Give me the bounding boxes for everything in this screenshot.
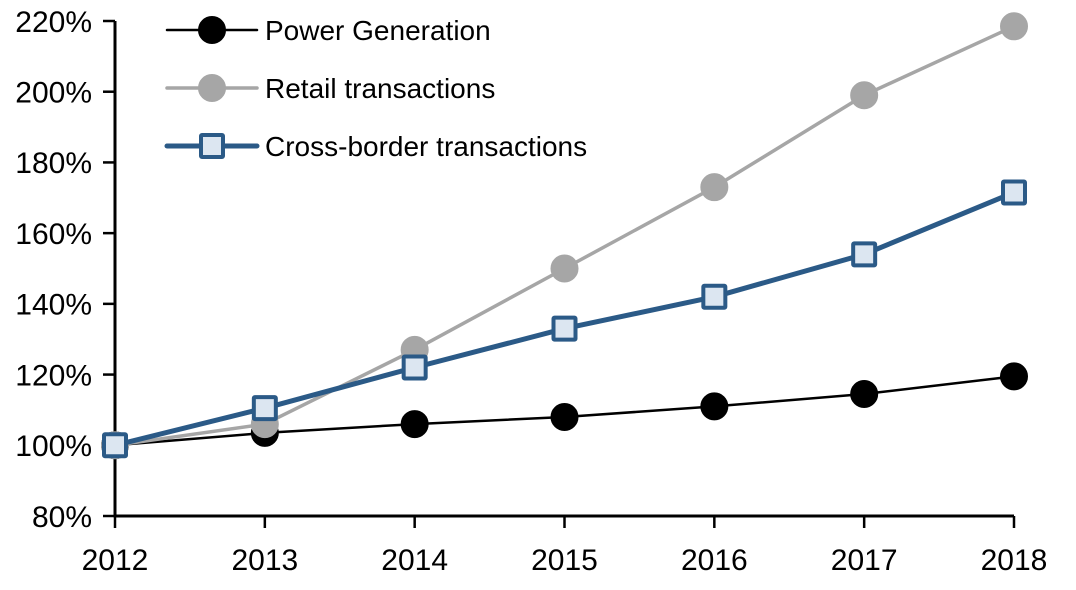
x-axis-tick-label: 2015 — [531, 544, 598, 577]
x-axis-tick-label: 2013 — [231, 544, 298, 577]
y-axis-tick-label: 200% — [15, 77, 92, 110]
x-axis-tick-label: 2012 — [82, 544, 149, 577]
data-point-marker — [400, 410, 429, 439]
data-point-marker — [851, 241, 878, 268]
data-point-marker — [850, 81, 879, 110]
axes: 80% 100% 120% 140% 160% 180% 200% 220% 2012 2013 2… — [15, 6, 1047, 577]
data-point-marker — [700, 173, 729, 202]
data-point-marker — [1000, 12, 1028, 41]
x-axis-tick-label: 2016 — [681, 544, 748, 577]
data-point-marker — [251, 395, 278, 422]
data-point-marker — [850, 380, 879, 409]
legend-item: Power Generation — [165, 15, 491, 46]
x-axis-tick-label: 2018 — [981, 544, 1048, 577]
data-point-marker — [700, 392, 729, 421]
legend-marker — [198, 16, 226, 44]
y-axis-tick-label: 160% — [15, 218, 92, 251]
y-axis-tick-label: 80% — [32, 501, 92, 534]
data-point-marker — [551, 315, 578, 342]
series-cross-border-transactions — [102, 179, 1027, 459]
legend-marker — [198, 74, 226, 102]
data-point-marker — [550, 403, 579, 431]
x-axis-tick-label: 2014 — [381, 544, 448, 577]
series-power-generation — [101, 362, 1028, 460]
data-point-marker — [550, 254, 579, 283]
data-point-marker — [102, 432, 128, 459]
x-axis-tick-label: 2017 — [831, 544, 898, 577]
data-point-marker — [1000, 362, 1028, 391]
legend-item: Cross-border transactions — [164, 131, 587, 162]
data-point-marker — [401, 354, 428, 381]
legend: Power Generation Retail transactions Cross… — [164, 15, 587, 162]
legend-label: Cross-border transactions — [265, 131, 587, 162]
y-axis-tick-label: 180% — [15, 147, 92, 180]
legend-marker — [199, 133, 225, 159]
y-axis-tick-label: 220% — [15, 6, 92, 39]
legend-label: Retail transactions — [265, 73, 495, 104]
data-point-marker — [701, 283, 728, 310]
y-axis-tick-label: 120% — [15, 359, 92, 392]
y-axis-tick-label: 100% — [15, 430, 92, 463]
legend-label: Power Generation — [265, 15, 491, 46]
y-axis-tick-label: 140% — [15, 289, 92, 322]
legend-item: Retail transactions — [165, 73, 495, 104]
data-point-marker — [1001, 179, 1027, 206]
